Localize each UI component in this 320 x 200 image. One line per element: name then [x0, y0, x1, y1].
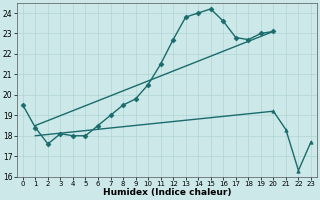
X-axis label: Humidex (Indice chaleur): Humidex (Indice chaleur) [103, 188, 231, 197]
